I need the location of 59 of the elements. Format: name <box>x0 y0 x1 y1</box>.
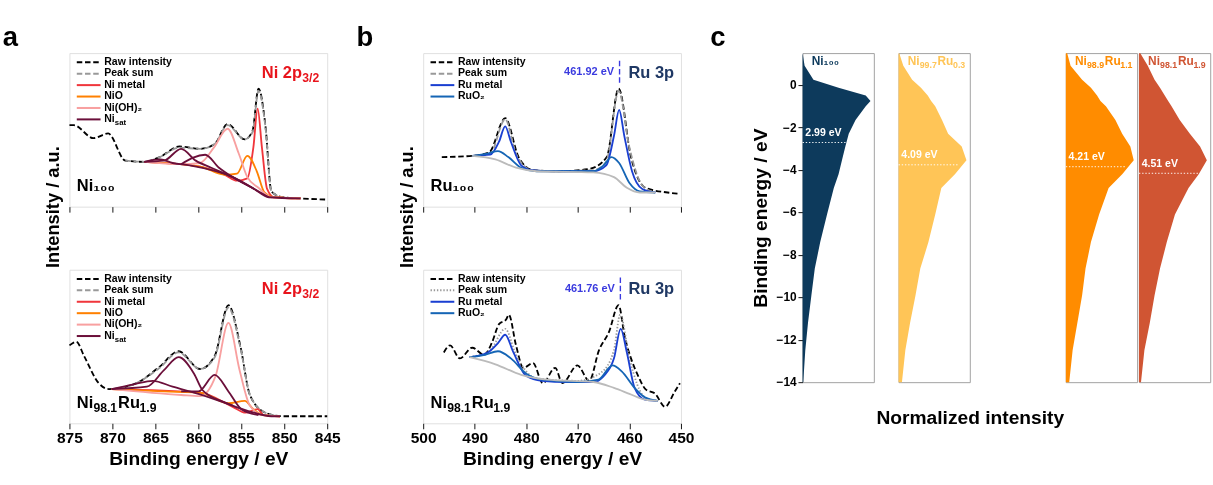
x-axis-title: Binding energy / eV <box>109 447 289 469</box>
legend-label: Ni(OH)₂ <box>104 100 143 113</box>
legend-label: Raw intensity <box>104 271 173 284</box>
legend-label: Peak sum <box>104 283 154 296</box>
ref-line-label: 461.76 eV <box>564 281 616 294</box>
legend-label: RuO₂ <box>457 305 486 318</box>
legend-label: Peak sum <box>457 283 507 296</box>
y-axis-title: Binding energy / eV <box>750 128 772 308</box>
ref-line-label: 4.51 eV <box>1141 156 1178 169</box>
x-tick-label: 855 <box>228 428 256 446</box>
x-tick-label: 850 <box>271 428 298 446</box>
legend-label: RuO₂ <box>457 89 486 102</box>
x-tick-label: 500 <box>410 428 437 446</box>
legend-label: Ni metal <box>104 77 146 90</box>
legend-label: Ru metal <box>457 77 503 90</box>
x-tick-label: 860 <box>185 428 212 446</box>
legend-label: Raw intensity <box>457 55 526 68</box>
legend-label: NiO <box>104 89 123 102</box>
text: Ru 3p <box>628 62 675 81</box>
x-axis-title: Normalized intensity <box>876 406 1065 428</box>
legend-label: Peak sum <box>104 66 154 79</box>
chart-title: c <box>710 20 726 52</box>
ref-line-label: 4.09 eV <box>901 148 938 161</box>
x-tick-label: 460 <box>616 428 643 446</box>
chart-title: a <box>2 20 19 52</box>
y-tick-label: −10 <box>776 290 798 305</box>
y-tick-label: −12 <box>776 332 798 347</box>
legend-label: Raw intensity <box>457 271 526 284</box>
x-tick-label: 870 <box>99 428 126 446</box>
y-tick-label: −8 <box>783 247 798 262</box>
x-tick-label: 480 <box>513 428 540 446</box>
x-tick-label: 865 <box>142 428 170 446</box>
y-tick-label: −4 <box>783 163 798 178</box>
legend-label: Ni metal <box>104 294 146 307</box>
legend-label: Ni(OH)₂ <box>104 317 143 330</box>
y-tick-label: −14 <box>776 375 798 390</box>
x-tick-label: 845 <box>314 428 342 446</box>
annotation: Ru₁₀₀ <box>430 176 475 195</box>
x-tick-label: 490 <box>462 428 489 446</box>
series-label: Ni₁₀₀ <box>811 54 840 69</box>
x-tick-label: 450 <box>668 428 695 446</box>
legend-label: Ru metal <box>457 294 503 307</box>
legend-label: NiO <box>104 305 123 318</box>
legend-label: Raw intensity <box>104 55 173 68</box>
x-tick-label: 875 <box>56 428 84 446</box>
ref-line-label: 461.92 eV <box>564 65 615 78</box>
y-tick-label: 0 <box>790 78 798 93</box>
y-tick-label: −6 <box>783 205 798 220</box>
ref-line-label: 2.99 eV <box>805 126 842 139</box>
legend-label: Peak sum <box>457 66 507 79</box>
annotation: Ni₁₀₀ <box>76 176 115 195</box>
text: Ru 3p <box>628 279 675 298</box>
y-axis-title: Intensity / a.u. <box>395 146 417 269</box>
x-tick-label: 470 <box>565 428 592 446</box>
y-tick-label: −2 <box>783 120 798 135</box>
x-axis-title: Binding energy / eV <box>463 447 643 469</box>
chart-title: b <box>356 20 374 52</box>
ref-line-label: 4.21 eV <box>1068 150 1105 163</box>
y-axis-title: Intensity / a.u. <box>41 146 63 269</box>
